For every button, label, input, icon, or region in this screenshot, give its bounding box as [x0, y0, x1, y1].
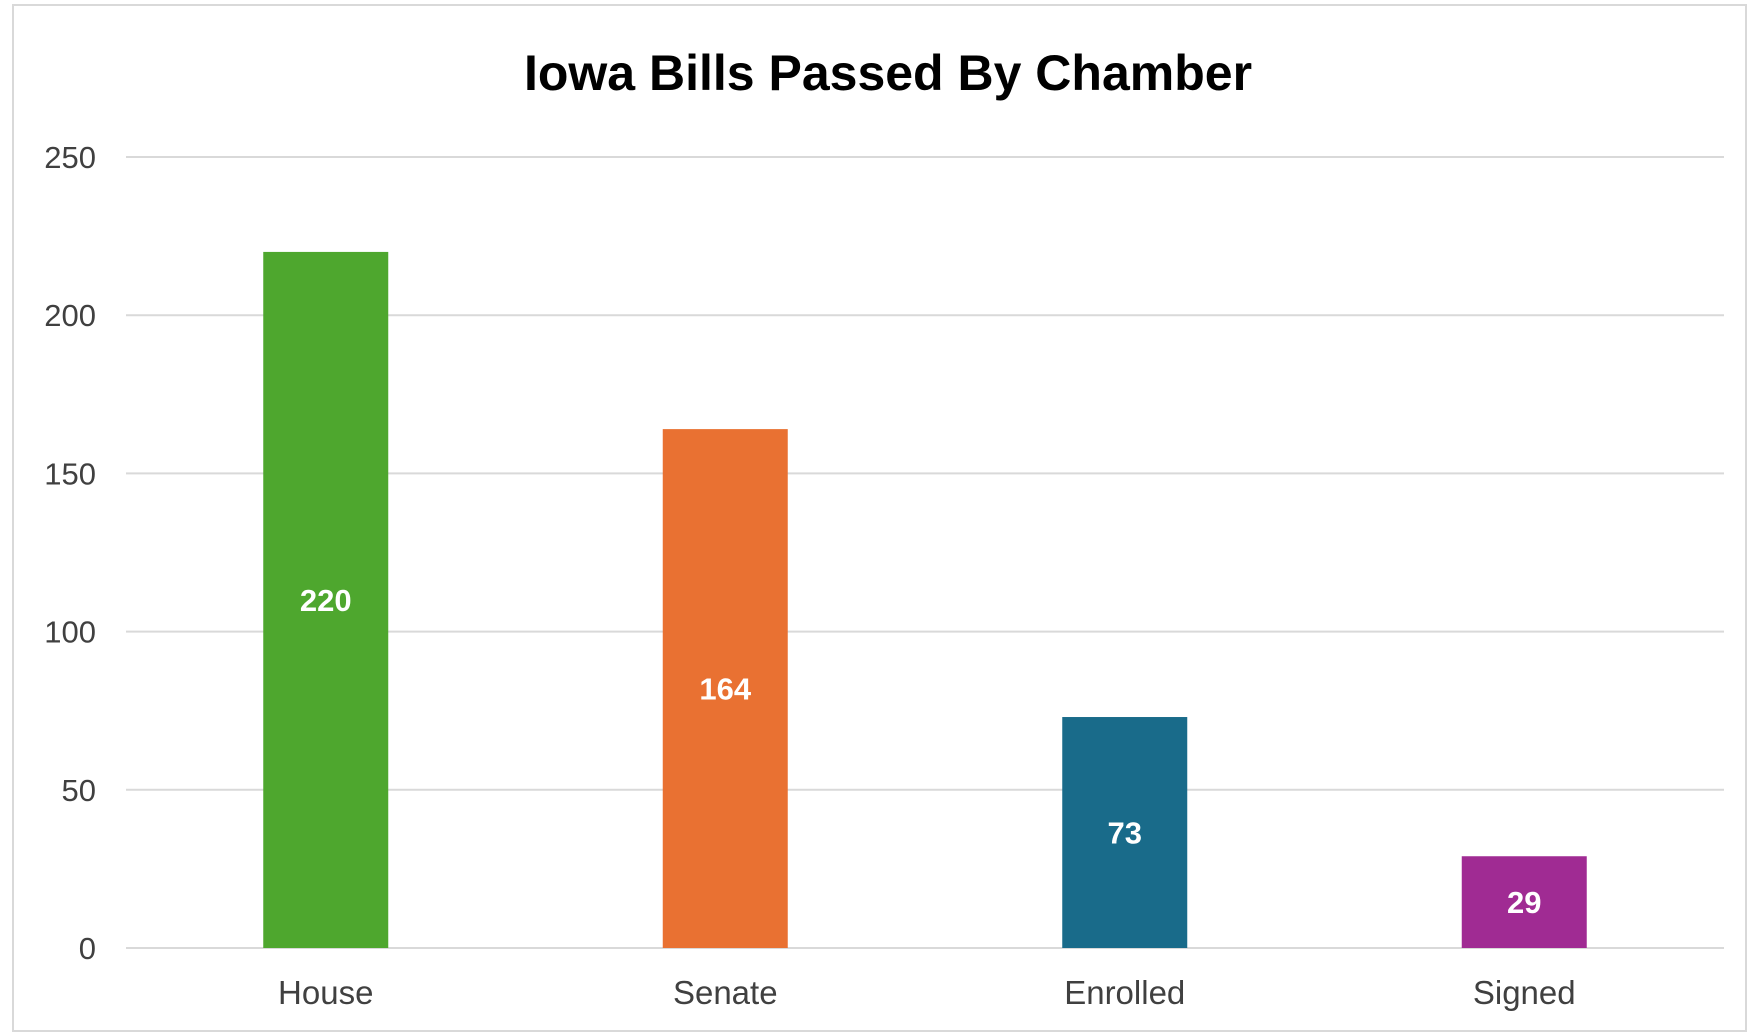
bar-enrolled [1062, 717, 1188, 948]
y-tick-label-100: 100 [44, 615, 96, 650]
chart-title: Iowa Bills Passed By Chamber [524, 45, 1252, 101]
x-category-label-house: House [278, 974, 373, 1011]
data-label-senate: 164 [699, 672, 751, 707]
y-tick-label-150: 150 [44, 456, 96, 491]
x-category-label-signed: Signed [1473, 974, 1576, 1011]
bar-senate [662, 429, 788, 948]
gridlines [126, 156, 1724, 949]
y-axis-tick-labels: 0 50 100 150 200 250 [44, 140, 96, 966]
data-label-signed: 29 [1507, 885, 1541, 920]
y-tick-label-0: 0 [79, 931, 96, 966]
bars: 220 164 73 29 [263, 251, 1587, 949]
bar-house [263, 251, 389, 949]
y-tick-label-200: 200 [44, 298, 96, 333]
data-label-enrolled: 73 [1108, 816, 1142, 851]
x-axis-category-labels: House Senate Enrolled Signed [278, 974, 1576, 1011]
x-category-label-enrolled: Enrolled [1064, 974, 1185, 1011]
y-tick-label-250: 250 [44, 140, 96, 175]
y-tick-label-50: 50 [62, 773, 96, 808]
bar-signed [1461, 856, 1587, 948]
x-category-label-senate: Senate [673, 974, 778, 1011]
data-label-house: 220 [300, 583, 352, 618]
